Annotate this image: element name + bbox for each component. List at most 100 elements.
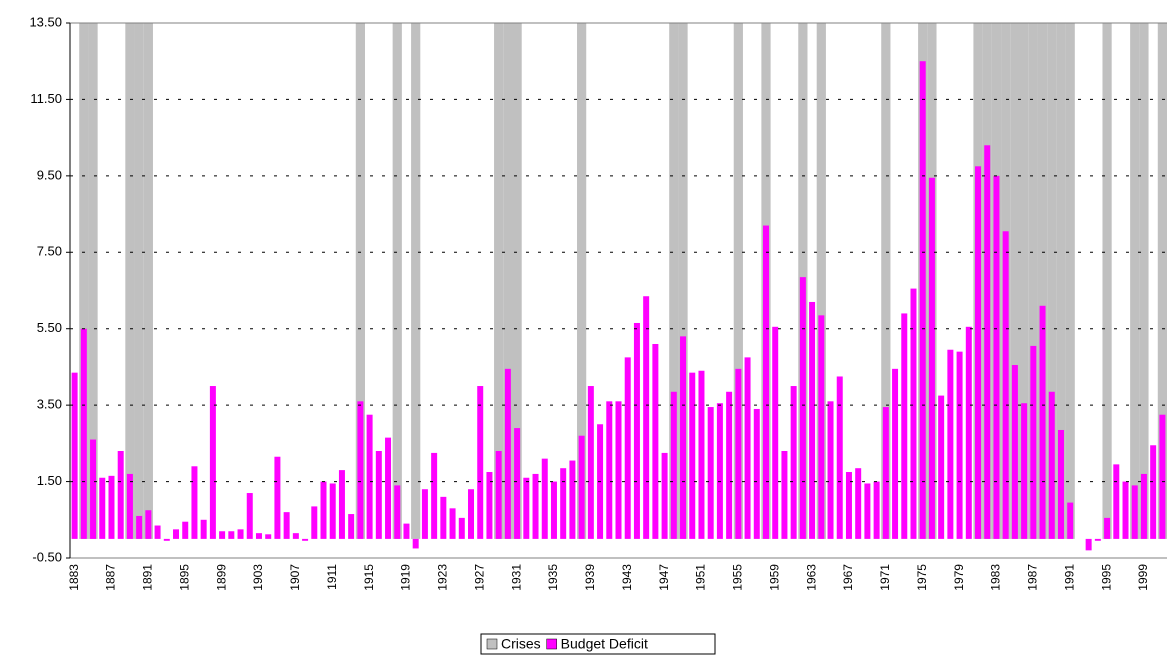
crisis-band (1157, 23, 1167, 539)
bar (901, 313, 908, 539)
x-tick-label: 1947 (657, 564, 671, 591)
crisis-band (1130, 23, 1140, 539)
bar (532, 473, 539, 539)
crisis-band (503, 23, 513, 539)
bar (965, 326, 972, 539)
crisis-band (79, 23, 89, 539)
bar (707, 407, 714, 539)
x-tick-label: 1935 (546, 564, 560, 591)
bar (680, 336, 687, 539)
bar (984, 145, 991, 539)
bar (255, 533, 262, 539)
bar (836, 376, 843, 539)
crisis-band (669, 23, 679, 539)
bar (762, 225, 769, 539)
bar (781, 451, 788, 539)
bar (873, 481, 880, 539)
bar (947, 349, 954, 539)
x-tick-label: 1943 (620, 564, 634, 591)
bar (348, 514, 355, 539)
bar (560, 468, 567, 539)
crisis-band (1037, 23, 1048, 539)
bar (173, 529, 180, 539)
crisis-band (881, 23, 891, 539)
bar (1131, 485, 1138, 539)
bar (412, 538, 419, 549)
bar (108, 475, 115, 539)
x-tick-label: 1963 (804, 564, 818, 591)
x-tick-label: 1899 (214, 564, 228, 591)
bar (431, 452, 438, 539)
x-tick-label: 1923 (436, 564, 450, 591)
x-tick-label: 1987 (1026, 564, 1040, 591)
x-tick-label: 1939 (583, 564, 597, 591)
x-tick-label: 1907 (288, 564, 302, 591)
x-tick-label: 1911 (325, 564, 339, 590)
crisis-band (392, 23, 402, 539)
bar (698, 370, 705, 539)
bar (633, 322, 640, 539)
bar (652, 344, 659, 539)
bar (587, 386, 594, 539)
x-tick-label: 1883 (67, 564, 81, 591)
bar (1122, 481, 1129, 539)
bar (71, 372, 78, 539)
bar (753, 408, 760, 539)
bar (1048, 391, 1055, 539)
bar (689, 372, 696, 539)
bar (606, 401, 613, 539)
bar (495, 451, 502, 539)
bar (541, 458, 548, 539)
bar (403, 523, 410, 539)
bar (145, 510, 152, 539)
bar (938, 395, 945, 539)
bar (1067, 502, 1074, 539)
bar (486, 472, 493, 539)
bar (357, 401, 364, 539)
bar (468, 489, 475, 539)
bar (661, 452, 668, 539)
bar (237, 529, 244, 539)
bar (154, 525, 161, 539)
x-tick-label: 1971 (878, 564, 892, 591)
legend-swatch (486, 638, 498, 650)
bar (320, 481, 327, 539)
crisis-band (134, 23, 144, 539)
x-tick-label: 1983 (989, 564, 1003, 591)
crisis-band (678, 23, 688, 539)
crisis-band (1028, 23, 1038, 539)
bar (1057, 429, 1064, 539)
x-tick-label: 1999 (1136, 564, 1150, 591)
crisis-band (143, 23, 153, 539)
bar (956, 351, 963, 539)
bar (1030, 345, 1037, 539)
bar (219, 531, 226, 539)
bar (477, 386, 484, 539)
crisis-band (1010, 23, 1020, 539)
crisis-band (1019, 23, 1029, 539)
crisis-band (125, 23, 135, 539)
bar (302, 538, 309, 541)
crisis-band (411, 23, 421, 539)
bar (643, 296, 650, 539)
bar (1021, 403, 1028, 539)
y-tick-label: 9.50 (37, 167, 62, 182)
bar (615, 401, 622, 539)
y-tick-label: 1.50 (37, 473, 62, 488)
bar (1104, 517, 1111, 539)
bar (375, 451, 382, 539)
crisis-band (816, 23, 826, 539)
bar (882, 407, 889, 539)
bar (311, 506, 318, 539)
x-tick-label: 1991 (1062, 564, 1076, 591)
bar (246, 493, 253, 539)
crisis-band (1047, 23, 1057, 539)
x-tick-label: 1915 (362, 564, 376, 591)
bar (504, 368, 511, 539)
bar (283, 512, 290, 539)
bar (274, 456, 281, 539)
crisis-band (1065, 23, 1075, 539)
bar (1113, 464, 1120, 539)
